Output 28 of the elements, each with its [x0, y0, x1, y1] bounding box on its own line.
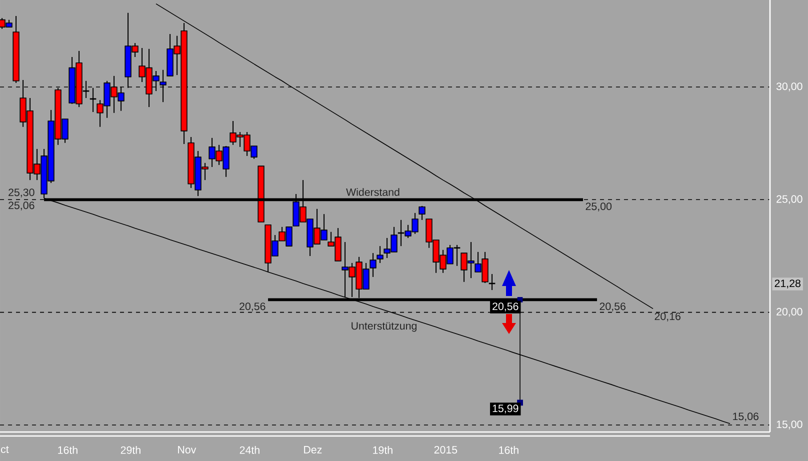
x-tick-label: 16th: [58, 446, 78, 454]
y-tick-label: 25,00: [776, 195, 802, 204]
x-tick-label: ct: [1, 446, 9, 454]
y-tick-label: 20,00: [776, 308, 802, 317]
candlestick: [376, 246, 384, 264]
annotation: Widerstand: [346, 188, 400, 196]
x-tick-label: Nov: [178, 446, 196, 454]
annotation: 15,06: [733, 412, 758, 422]
annotation: 20,56: [600, 302, 626, 312]
annotation: 25,06: [8, 202, 34, 210]
annotation: 20,56: [492, 302, 518, 312]
x-tick-label: 24th: [240, 446, 260, 454]
annotation: 20,16: [654, 312, 680, 322]
x-tick-label: 29th: [120, 446, 140, 454]
candlestick: [418, 205, 426, 220]
annotation: 15,99: [492, 404, 518, 414]
y-tick-label: 30,00: [776, 82, 802, 92]
x-tick-label: Dez: [304, 446, 322, 454]
text: 21,28: [774, 280, 800, 288]
candlestick: [370, 252, 376, 278]
annotation: 25,30: [8, 188, 34, 198]
y-tick-label: 15,00: [776, 420, 802, 430]
annotation: Unterstützung: [352, 322, 417, 332]
annotation: 20,56: [240, 302, 266, 312]
x-tick-label: 16th: [499, 446, 518, 454]
x-tick-label: 2015: [434, 446, 458, 454]
annotation: 25,00: [586, 202, 612, 212]
x-tick-label: 19th: [373, 446, 392, 454]
